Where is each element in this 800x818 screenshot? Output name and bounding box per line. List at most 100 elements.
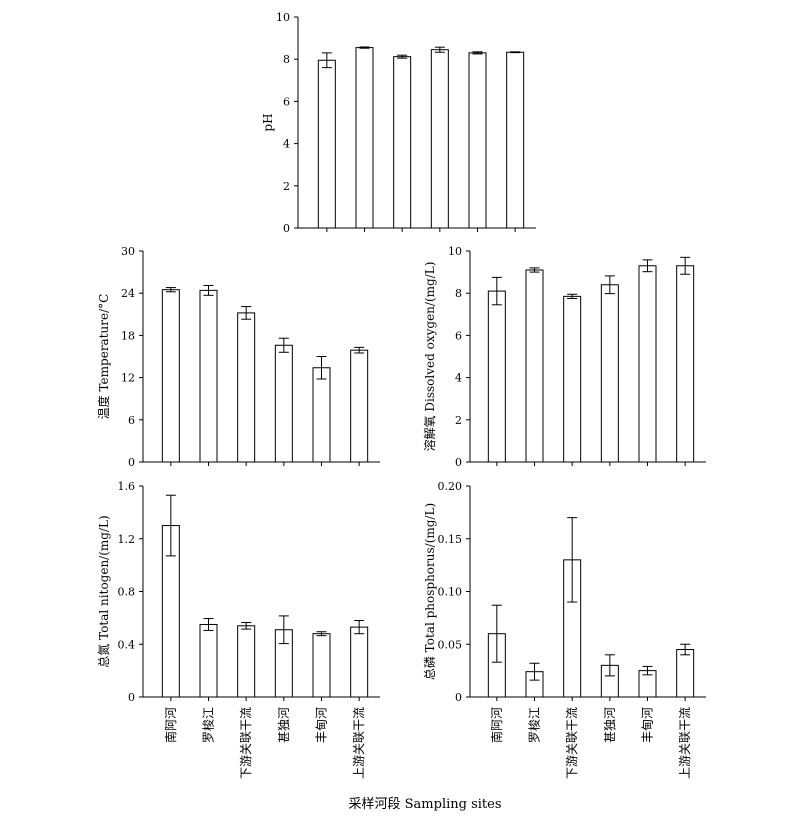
bar-total_nitrogen-4 [312,633,331,698]
bar-temperature-2 [237,312,256,463]
x-axis-title: 采样河段 Sampling sites [349,797,502,812]
x-tick-label: 丰甸河 [315,707,329,743]
bar-dissolved_oxygen-5 [676,265,695,463]
y-axis-title: 温度 Temperature/°C [96,294,111,420]
error-bar-temperature-4 [316,356,327,380]
x-tick-label: 下游关联干流 [239,707,253,779]
error-bar-dissolved_oxygen-3 [604,275,615,295]
x-tick-label: 下游关联干流 [565,707,579,779]
y-axis-title: 总氮 Total nitogen/(mg/L) [96,515,111,667]
y-tick-label: 6 [283,95,290,108]
y-tick-label: 0.20 [438,480,463,493]
error-bar-total_nitrogen-1 [203,618,214,631]
bar-ph-3 [430,49,449,229]
error-bar-dissolved_oxygen-0 [491,276,502,306]
y-tick-label: 10 [448,245,462,258]
error-bar-ph-0 [321,52,332,69]
x-tick-label: 甚独河 [277,707,291,743]
bar-temperature-1 [199,289,218,463]
y-tick-label: 24 [121,287,135,300]
y-tick-label: 0.8 [118,586,136,599]
panel-dissolved-oxygen: 0 2 4 6 8 10 溶解氧 Dissolved oxygen/(mg/L) [422,245,706,469]
bar-ph-5 [506,51,525,229]
error-bar-temperature-1 [203,284,214,296]
bar-ph-0 [317,59,336,229]
error-bar-total_nitrogen-4 [316,631,327,637]
error-bar-total_phosphorus-1 [529,662,540,681]
error-bar-temperature-3 [278,337,289,353]
error-bar-total_nitrogen-0 [165,494,176,557]
y-tick-label: 12 [121,372,135,385]
y-axis-title: 总磷 Total phosphorus/(mg/L) [422,503,437,680]
bar-temperature-0 [161,289,180,463]
y-tick-label: 0 [455,456,462,469]
error-bar-temperature-0 [165,287,176,293]
x-tick-label: 南阿河 [489,707,504,743]
error-bar-total_nitrogen-3 [278,615,289,645]
error-bar-ph-2 [397,54,408,59]
y-tick-label: 6 [455,329,462,342]
panel-temperature: 0 6 12 18 24 30 温度 Temperature/°C [96,245,380,469]
panel-ph: 0 2 4 6 8 10 pH [261,11,536,235]
y-tick-label: 0.10 [438,586,463,599]
x-tick-label: 罗梭江 [527,707,542,743]
bar-total_phosphorus-5 [676,649,695,698]
error-bar-dissolved_oxygen-5 [680,256,691,275]
error-bar-total_phosphorus-0 [491,604,502,663]
x-tick-label: 甚独河 [603,707,617,743]
y-tick-label: 4 [455,372,462,385]
error-bar-temperature-2 [241,306,252,320]
x-tick-label: 上游关联干流 [352,707,366,779]
y-tick-label: 6 [128,414,135,427]
error-bar-ph-5 [510,51,521,54]
x-tick-label: 罗梭江 [201,707,216,743]
y-tick-label: 0 [128,456,135,469]
y-tick-label: 0.4 [118,638,136,651]
bar-total_nitrogen-1 [199,623,218,698]
error-bar-dissolved_oxygen-4 [642,259,653,273]
bar-temperature-3 [274,344,293,463]
error-bar-dissolved_oxygen-2 [567,293,578,299]
x-tick-label: 丰甸河 [641,707,655,743]
y-tick-label: 1.2 [118,533,136,546]
bar-total_nitrogen-2 [237,625,256,698]
y-tick-label: 8 [283,53,290,66]
error-bar-ph-1 [359,46,370,49]
bar-ph-1 [355,47,374,229]
error-bar-total_phosphorus-5 [680,643,691,656]
error-bar-total_phosphorus-4 [642,665,653,676]
bar-dissolved_oxygen-1 [525,269,544,463]
y-tick-label: 0.05 [438,638,463,651]
panel-total-nitrogen: 0 0.4 0.8 1.2 1.6 总氮 Total nitogen/(mg/L) 南阿河 罗… [96,480,380,779]
error-bar-ph-4 [472,51,483,55]
y-tick-label: 10 [276,11,290,24]
bar-ph-2 [393,56,412,229]
y-tick-label: 4 [283,138,290,151]
bar-ph-4 [468,52,487,229]
x-tick-label: 南阿河 [163,707,178,743]
error-bar-temperature-5 [354,346,365,354]
bar-dissolved_oxygen-4 [638,265,657,463]
y-axis-title: 溶解氧 Dissolved oxygen/(mg/L) [422,262,437,452]
bar-dissolved_oxygen-2 [563,295,582,463]
y-tick-label: 2 [455,414,462,427]
y-tick-label: 2 [283,180,290,193]
y-tick-label: 8 [455,287,462,300]
bar-dissolved_oxygen-0 [487,290,506,463]
y-axis-title: pH [261,113,275,131]
error-bar-dissolved_oxygen-1 [529,267,540,273]
x-tick-label: 上游关联干流 [678,707,692,779]
bar-dissolved_oxygen-3 [600,284,619,463]
y-tick-label: 30 [121,245,135,258]
y-tick-label: 0 [128,691,135,704]
error-bar-total_phosphorus-3 [604,654,615,677]
error-bar-total_nitrogen-2 [241,621,252,630]
y-tick-label: 0 [455,691,462,704]
bar-temperature-5 [350,349,369,463]
bar-temperature-4 [312,367,331,463]
error-bar-total_nitrogen-5 [354,620,365,635]
y-tick-label: 0 [283,222,290,235]
y-tick-label: 18 [121,329,135,342]
